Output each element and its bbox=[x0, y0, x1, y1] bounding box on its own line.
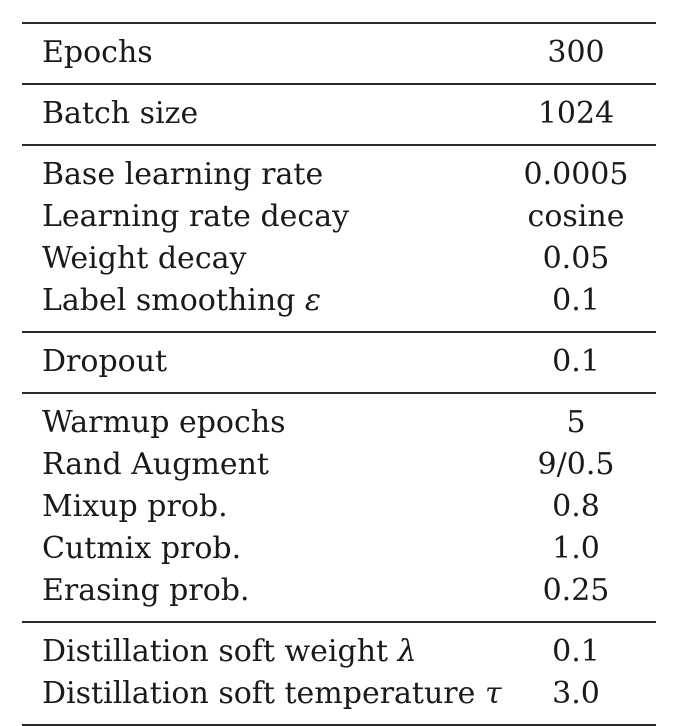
row-label: Cutmix prob. bbox=[22, 528, 506, 570]
row-label-text: Erasing prob. bbox=[42, 573, 250, 608]
row-label: Warmup epochs bbox=[22, 393, 506, 444]
row-label: Weight decay bbox=[22, 238, 506, 280]
row-label-text: Mixup prob. bbox=[42, 489, 228, 524]
table-row: Warmup epochs 5 bbox=[22, 393, 656, 444]
table-row: Mixup prob. 0.8 bbox=[22, 486, 656, 528]
table-group-augmentation: Warmup epochs 5 Rand Augment 9/0.5 Mixup… bbox=[22, 393, 656, 622]
row-label: Base learning rate bbox=[22, 145, 506, 196]
table-group-epochs: Epochs 300 bbox=[22, 23, 656, 84]
row-value: 0.1 bbox=[552, 634, 600, 669]
table-group-optimization: Base learning rate 0.0005 Learning rate … bbox=[22, 145, 656, 332]
table-row: Batch size 1024 bbox=[22, 84, 656, 145]
table-row: Dropout 0.1 bbox=[22, 332, 656, 393]
row-label-text: Distillation soft weight bbox=[42, 634, 389, 669]
row-value: 300 bbox=[547, 35, 605, 70]
table-row: Epochs 300 bbox=[22, 23, 656, 84]
row-label-text: Dropout bbox=[42, 344, 168, 379]
row-label: Rand Augment bbox=[22, 444, 506, 486]
table-group-batch: Batch size 1024 bbox=[22, 84, 656, 145]
row-value: 0.05 bbox=[542, 241, 610, 276]
row-label-text: Learning rate decay bbox=[42, 199, 350, 234]
table-row: Distillation soft temperature τ 3.0 bbox=[22, 673, 656, 725]
row-value: 0.1 bbox=[552, 283, 600, 318]
table-row: Weight decay 0.05 bbox=[22, 238, 656, 280]
epsilon-symbol: ε bbox=[304, 283, 322, 318]
row-label-text: Batch size bbox=[42, 96, 199, 131]
row-value: cosine bbox=[527, 199, 625, 234]
row-label: Mixup prob. bbox=[22, 486, 506, 528]
row-value: 0.1 bbox=[552, 344, 600, 379]
row-value: 0.8 bbox=[552, 489, 600, 524]
row-value: 0.0005 bbox=[523, 157, 629, 192]
table-row: Cutmix prob. 1.0 bbox=[22, 528, 656, 570]
row-value: 1.0 bbox=[552, 531, 600, 566]
row-label: Learning rate decay bbox=[22, 196, 506, 238]
row-label-text: Epochs bbox=[42, 35, 153, 70]
hyperparameter-table: Epochs 300 Batch size 1024 Base learning… bbox=[22, 22, 656, 726]
row-label-text: Cutmix prob. bbox=[42, 531, 242, 566]
lambda-symbol: λ bbox=[397, 634, 417, 669]
row-label-text: Rand Augment bbox=[42, 447, 269, 482]
table-row: Distillation soft weight λ 0.1 bbox=[22, 622, 656, 673]
row-value: 1024 bbox=[537, 96, 615, 131]
row-label-text: Base learning rate bbox=[42, 157, 324, 192]
table-row: Base learning rate 0.0005 bbox=[22, 145, 656, 196]
row-value: 9/0.5 bbox=[537, 447, 615, 482]
row-value: 5 bbox=[566, 405, 586, 440]
table-row: Rand Augment 9/0.5 bbox=[22, 444, 656, 486]
row-label: Label smoothing ε bbox=[22, 280, 506, 332]
row-label-text: Distillation soft temperature bbox=[42, 676, 476, 711]
row-label-text: Weight decay bbox=[42, 241, 247, 276]
table-row: Erasing prob. 0.25 bbox=[22, 570, 656, 622]
row-label: Distillation soft temperature τ bbox=[22, 673, 506, 725]
table-group-dropout: Dropout 0.1 bbox=[22, 332, 656, 393]
row-label-text: Label smoothing bbox=[42, 283, 296, 318]
row-label: Dropout bbox=[22, 332, 506, 393]
row-label: Epochs bbox=[22, 23, 506, 84]
row-label: Erasing prob. bbox=[22, 570, 506, 622]
row-label: Batch size bbox=[22, 84, 506, 145]
table-row: Learning rate decay cosine bbox=[22, 196, 656, 238]
row-label: Distillation soft weight λ bbox=[22, 622, 506, 673]
row-value: 0.25 bbox=[542, 573, 610, 608]
row-label-text: Warmup epochs bbox=[42, 405, 286, 440]
table-row: Label smoothing ε 0.1 bbox=[22, 280, 656, 332]
row-value: 3.0 bbox=[552, 676, 600, 711]
table-group-distillation: Distillation soft weight λ 0.1 Distillat… bbox=[22, 622, 656, 725]
tau-symbol: τ bbox=[484, 676, 502, 711]
hyperparameter-table-container: Epochs 300 Batch size 1024 Base learning… bbox=[22, 22, 656, 726]
